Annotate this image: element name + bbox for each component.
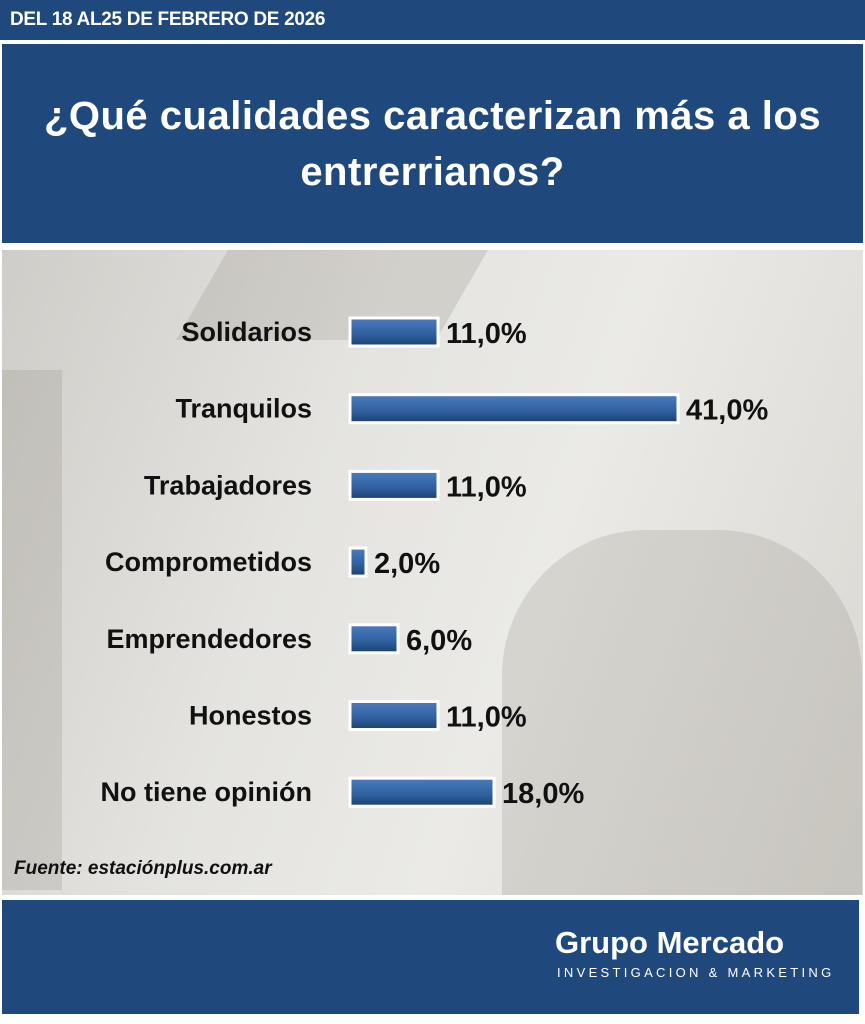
bar bbox=[348, 623, 400, 655]
bar bbox=[348, 393, 680, 425]
value-label: 11,0% bbox=[446, 471, 527, 503]
bar bbox=[348, 546, 368, 578]
category-label: Emprendedores bbox=[106, 624, 312, 654]
chart-title: ¿Qué cualidades caracterizan más a los e… bbox=[43, 93, 822, 194]
category-label: No tiene opinión bbox=[101, 777, 312, 807]
bar-chart: Solidarios 11,0% Tranquilos 41,0% Trabajador… bbox=[101, 316, 768, 810]
source-note: Fuente: estaciónplus.com.ar bbox=[14, 858, 272, 879]
date-range: DEL 18 AL25 DE FEBRERO DE 2026 bbox=[10, 9, 326, 30]
value-label: 11,0% bbox=[446, 318, 527, 350]
category-label: Comprometidos bbox=[105, 547, 312, 577]
date-banner: DEL 18 AL25 DE FEBRERO DE 2026 bbox=[0, 0, 865, 40]
bar bbox=[348, 776, 496, 808]
value-label: 6,0% bbox=[406, 625, 472, 657]
brand-logo: Grupo Mercado bbox=[555, 925, 785, 960]
category-label: Solidarios bbox=[181, 317, 312, 347]
title-box: ¿Qué cualidades caracterizan más a los e… bbox=[2, 44, 863, 243]
bar bbox=[348, 469, 440, 501]
footer bbox=[2, 900, 859, 1014]
brand-tagline: INVESTIGACION & MARKETING bbox=[557, 965, 835, 980]
value-label: 41,0% bbox=[686, 395, 768, 427]
chart-area: Solidarios 11,0% Tranquilos 41,0% Trabajador… bbox=[2, 250, 863, 895]
background-photo-shape bbox=[502, 530, 862, 895]
background-photo-shape bbox=[2, 370, 62, 890]
bar bbox=[348, 700, 440, 731]
category-label: Honestos bbox=[189, 701, 312, 731]
category-label: Tranquilos bbox=[175, 394, 312, 424]
value-label: 18,0% bbox=[502, 778, 584, 810]
bar bbox=[348, 316, 440, 348]
category-label: Trabajadores bbox=[144, 470, 312, 500]
value-label: 11,0% bbox=[446, 702, 527, 734]
value-label: 2,0% bbox=[374, 548, 440, 580]
